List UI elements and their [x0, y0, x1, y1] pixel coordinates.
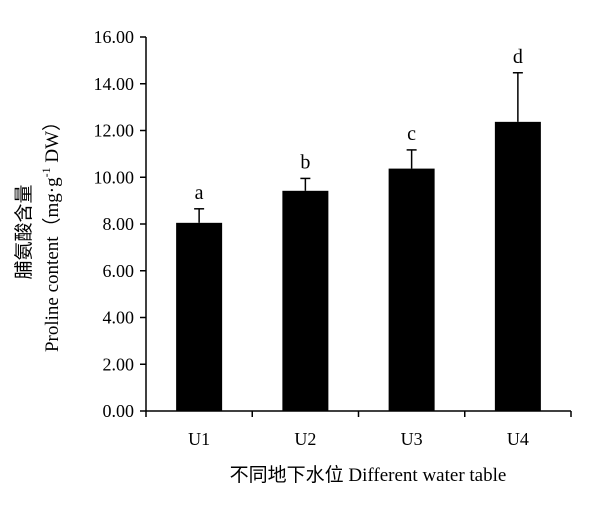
y-tick-label: 10.00 [94, 167, 135, 187]
bar-u4 [494, 121, 541, 411]
error-bars [194, 72, 523, 223]
y-tick-label: 12.00 [94, 121, 135, 141]
y-axis-title-cn: 脯氨酸含量 [13, 184, 35, 279]
y-tick-label: 2.00 [103, 354, 135, 374]
error-bar-u4 [512, 72, 523, 122]
bar-u1 [176, 222, 223, 411]
x-tick-label: U1 [188, 429, 210, 449]
significance-label-u1: a [195, 182, 204, 204]
x-axis: U1 U2 U3 U4 [145, 410, 572, 449]
y-axis-title-main: Proline content（mg·g [41, 177, 63, 352]
significance-label-u4: d [513, 46, 523, 68]
bars [176, 121, 541, 411]
y-axis-title-en: Proline content（mg·g-1 DW） [39, 112, 63, 352]
y-tick-label: 8.00 [103, 214, 135, 234]
significance-label-u3: c [407, 123, 416, 145]
y-axis-title-sup: -1 [39, 167, 53, 177]
y-ticks: 0.00 2.00 4.00 6.00 8.00 10.00 12.00 14.00 16.00 [94, 27, 146, 421]
bar-u2 [282, 190, 329, 411]
x-axis-title: 不同地下水位 Different water table [230, 464, 507, 486]
significance-label-u2: b [300, 151, 310, 173]
x-ticks: U1 U2 U3 U4 [145, 411, 572, 449]
x-tick-label: U2 [294, 429, 316, 449]
y-axis: 0.00 2.00 4.00 6.00 8.00 10.00 12.00 14.00 16.00 [94, 27, 147, 421]
error-bar-u1 [194, 208, 205, 223]
x-tick-label: U4 [507, 429, 529, 449]
y-tick-label: 14.00 [94, 74, 135, 94]
y-axis-title-unit: DW） [41, 112, 63, 167]
x-tick-label: U3 [401, 429, 423, 449]
error-bar-u2 [300, 177, 311, 191]
y-tick-label: 0.00 [103, 401, 135, 421]
bar-u3 [388, 168, 435, 411]
y-tick-label: 16.00 [94, 27, 135, 47]
significance-labels: a b c d [195, 46, 523, 204]
error-bar-u3 [406, 149, 417, 169]
y-tick-label: 4.00 [103, 308, 135, 328]
y-tick-label: 6.00 [103, 261, 135, 281]
